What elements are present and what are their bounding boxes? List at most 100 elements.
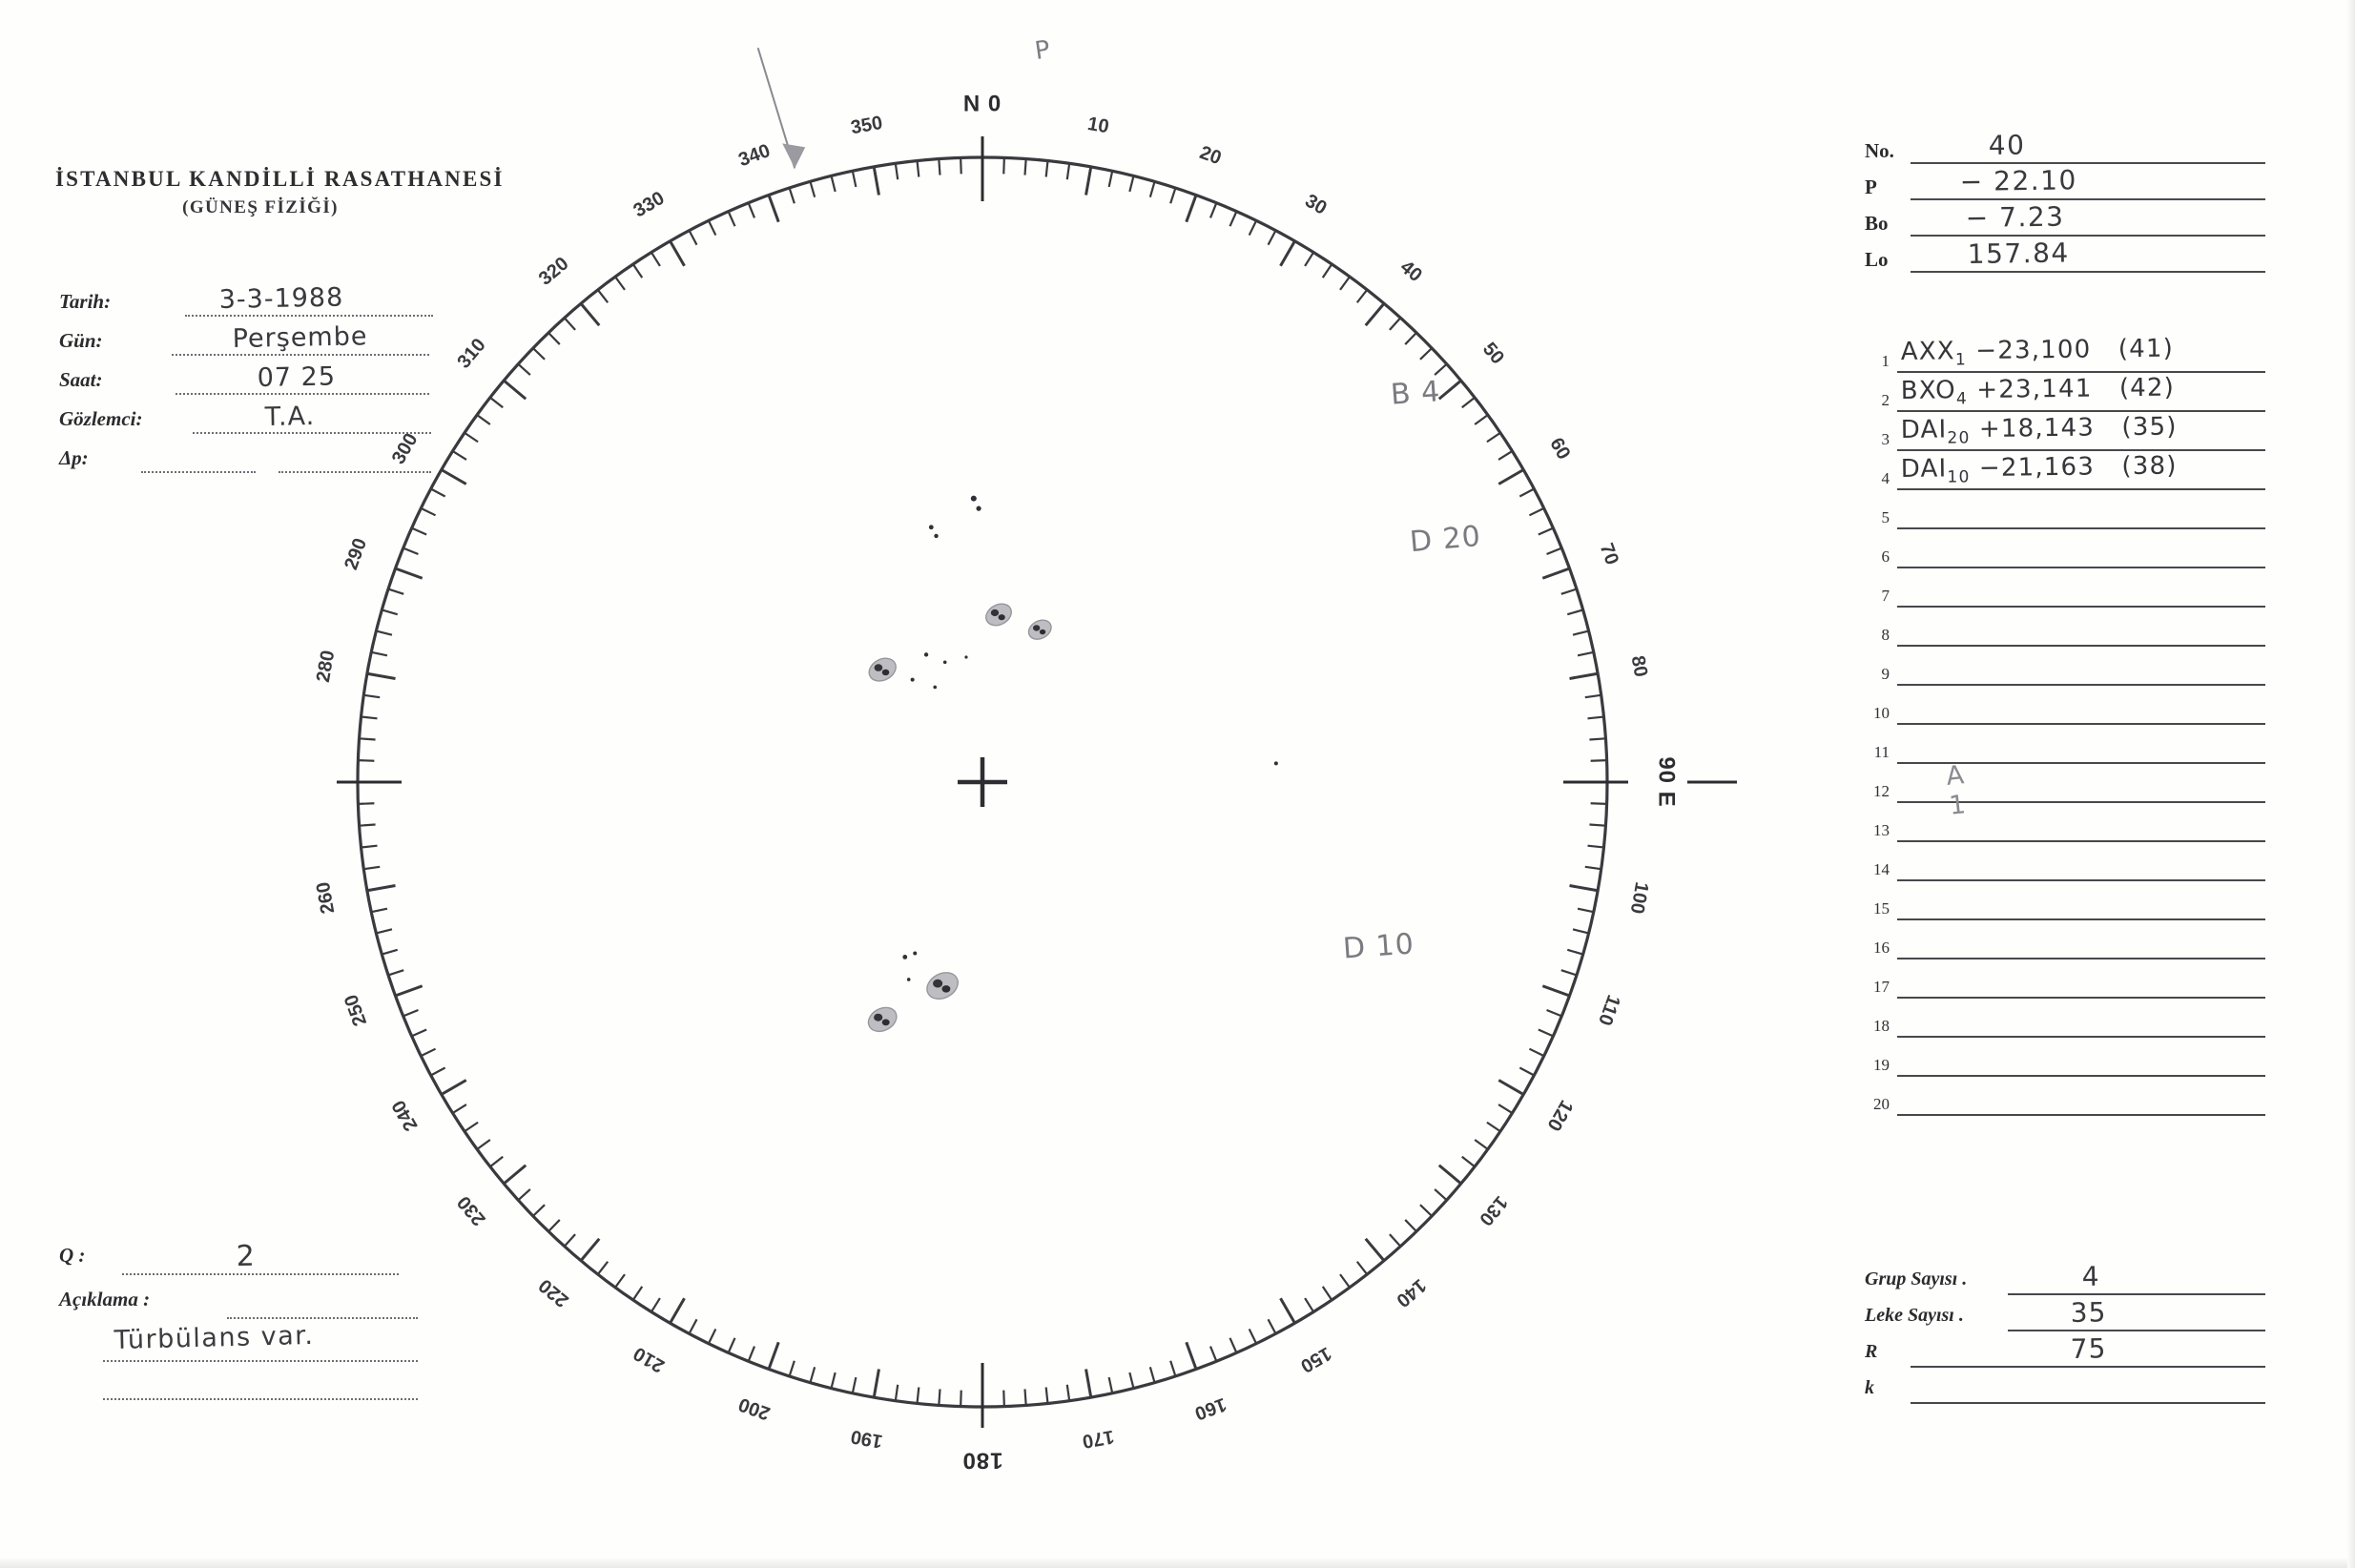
field-gun[interactable]: Gün: Perşembe [59, 321, 460, 364]
group-row[interactable]: 19 [1865, 1042, 2265, 1082]
group-row-index: 18 [1873, 1017, 1890, 1035]
group-row[interactable]: 18 [1865, 1003, 2265, 1042]
group-row[interactable]: 17 [1865, 964, 2265, 1003]
summary-value-r: 75 [2070, 1332, 2107, 1365]
param-label-bo: Bo [1865, 212, 1889, 235]
group-row[interactable]: 8 [1865, 612, 2265, 651]
degree-tick-label: 230 [453, 1191, 489, 1229]
page-title: İSTANBUL KANDİLLİ RASATHANESİ [55, 167, 505, 191]
field-label-delta-p: Δp: [59, 446, 89, 469]
sunspot-group [928, 495, 981, 539]
group-row-underline [1897, 958, 2265, 959]
summary-grup-sayisi[interactable]: Grup Sayısı . 4 [1865, 1261, 2265, 1300]
field-value-gozlemci: T.A. [264, 401, 316, 432]
group-row-value: AXX1 −23,100 (41) [1900, 334, 2175, 370]
group-row[interactable]: 7 [1865, 573, 2265, 612]
group-row-index: 20 [1873, 1095, 1890, 1113]
degree-tick-label: 290 [341, 535, 371, 572]
field-q[interactable]: Q : 2 [59, 1240, 441, 1284]
group-row-underline [1897, 723, 2265, 725]
degree-tick-label: 350 [849, 113, 884, 138]
field-delta-p[interactable]: Δp: [59, 443, 460, 482]
group-row[interactable]: 4 DAI10 −21,163 (38) [1865, 451, 2265, 495]
group-row-underline [1897, 606, 2265, 608]
observation-metadata-form: Tarih: 3-3-1988 Gün: Perşembe Saat: 07 2… [59, 282, 460, 482]
group-row-index: 9 [1881, 665, 1890, 683]
group-row[interactable]: 9 [1865, 651, 2265, 691]
group-row-underline [1897, 488, 2265, 490]
position-angle-arrow [756, 47, 806, 169]
cardinal-east: 90 E [1654, 756, 1680, 807]
param-p[interactable]: P − 22.10 [1865, 164, 2265, 206]
group-row-underline [1897, 1075, 2265, 1077]
group-row[interactable]: 10 [1865, 691, 2265, 730]
group-row-underline [1897, 527, 2265, 529]
group-row-value: DAI20 +18,143 (35) [1900, 412, 2178, 448]
solar-disk-svg: 10 20 30 40 50 60 70 80 100 110 120 130 140 150 160 170… [315, 47, 1737, 1474]
group-row-underline [1897, 645, 2265, 647]
disk-center-crosshair [958, 757, 1007, 807]
group-row-index: 11 [1873, 743, 1890, 761]
field-gozlemci[interactable]: Gözlemci: T.A. [59, 401, 460, 443]
group-row[interactable]: 2 BXO4 +23,141 (42) [1865, 373, 2265, 417]
degree-tick-label: 190 [849, 1426, 884, 1452]
group-row-underline [1897, 684, 2265, 686]
solar-parameters-panel: No. 40 P − 22.10 Bo − 7.23 Lo 157.84 [1865, 129, 2265, 279]
group-row-index: 3 [1881, 430, 1890, 448]
param-value-p: − 22.10 [1959, 164, 2078, 197]
summary-r[interactable]: R 75 [1865, 1332, 2265, 1372]
group-row-underline [1897, 1036, 2265, 1038]
degree-tick-label: 160 [1192, 1393, 1229, 1424]
param-value-no: 40 [1988, 129, 2026, 161]
group-row-index: 13 [1873, 821, 1890, 839]
group-row[interactable]: 6 [1865, 534, 2265, 573]
degree-tick-label: 20 [1197, 142, 1224, 169]
group-row[interactable]: 11 [1865, 730, 2265, 769]
field-value-q: 2 [236, 1239, 257, 1273]
degree-tick-label: 10 [1086, 113, 1111, 138]
param-no[interactable]: No. 40 [1865, 129, 2265, 170]
group-row[interactable]: 5 [1865, 495, 2265, 534]
degree-tick-label: 310 [453, 335, 489, 373]
group-row-index: 1 [1881, 352, 1890, 370]
group-row-index: 10 [1873, 704, 1890, 722]
field-aciklama[interactable]: Açıklama : [59, 1284, 441, 1328]
group-row[interactable]: 3 DAI20 +18,143 (35) [1865, 412, 2265, 456]
group-row-underline [1897, 879, 2265, 881]
group-row[interactable]: 13 [1865, 808, 2265, 847]
degree-tick-label: 300 [388, 430, 423, 468]
degree-tick-label: 340 [735, 140, 773, 171]
field-saat[interactable]: Saat: 07 25 [59, 361, 460, 403]
field-label-saat: Saat: [59, 368, 103, 391]
group-row-underline [1897, 918, 2265, 920]
param-bo[interactable]: Bo − 7.23 [1865, 201, 2265, 242]
group-row[interactable]: 1 AXX1 −23,100 (41) [1865, 334, 2265, 378]
group-row-index: 15 [1873, 899, 1890, 918]
summary-leke-sayisi[interactable]: Leke Sayısı . 35 [1865, 1296, 2265, 1336]
summary-label-leke-sayisi: Leke Sayısı . [1865, 1305, 1964, 1326]
cardinal-markers: N 090 E180W 270 [337, 92, 1737, 1474]
degree-tick-label: 130 [1475, 1191, 1511, 1229]
param-value-lo: 157.84 [1967, 237, 2070, 270]
param-lo[interactable]: Lo 157.84 [1865, 237, 2265, 279]
summary-k[interactable]: k [1865, 1372, 2265, 1409]
group-row[interactable]: 20 [1865, 1082, 2265, 1121]
group-row-index: 8 [1881, 626, 1890, 644]
group-row[interactable]: 14 [1865, 847, 2265, 886]
group-row-underline [1897, 371, 2265, 373]
field-label-aciklama: Açıklama : [59, 1288, 151, 1310]
group-row[interactable]: 15 [1865, 886, 2265, 925]
group-row-index: 5 [1881, 508, 1890, 526]
group-row-value: BXO4 +23,141 (42) [1900, 373, 2176, 409]
group-row[interactable]: 12 [1865, 769, 2265, 808]
summary-block: Grup Sayısı . 4 Leke Sayısı . 35 R 75 k [1865, 1261, 2265, 1409]
field-label-q: Q : [59, 1244, 86, 1267]
note-underline-1 [103, 1360, 418, 1362]
note-underline-2 [103, 1398, 418, 1400]
degree-tick-label: 320 [535, 253, 573, 289]
group-row[interactable]: 16 [1865, 925, 2265, 964]
group-row-index: 17 [1873, 978, 1890, 996]
group-row-index: 16 [1873, 939, 1890, 957]
field-tarih[interactable]: Tarih: 3-3-1988 [59, 282, 460, 325]
degree-tick-label: 110 [1594, 992, 1624, 1028]
